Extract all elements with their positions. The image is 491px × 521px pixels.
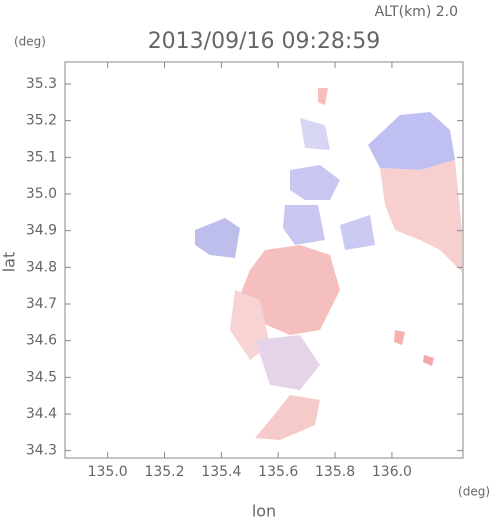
x-tick-label: 135.2: [144, 464, 184, 480]
echo-blue: [195, 218, 240, 258]
y-unit: (deg): [14, 35, 46, 49]
echo-red: [318, 88, 328, 105]
echo-blue: [290, 165, 340, 200]
y-tick-label: 34.9: [26, 223, 57, 239]
echo-blue: [340, 215, 375, 250]
x-tick-label: 135.0: [88, 464, 128, 480]
radar-echoes: [195, 88, 462, 440]
echo-red: [255, 395, 320, 440]
x-unit: (deg): [458, 485, 490, 499]
y-tick-label: 35.1: [26, 149, 57, 165]
plot-frame: [64, 61, 464, 459]
y-axis-label: lat: [0, 252, 19, 273]
x-tick-label: 136.0: [372, 464, 412, 480]
x-tick-label: 135.8: [315, 464, 355, 480]
x-tick-label: 135.4: [201, 464, 241, 480]
echo-blue: [368, 112, 455, 170]
echo-red: [240, 245, 340, 335]
altitude-label: ALT(km) 2.0: [375, 4, 458, 20]
chart-title: 2013/09/16 09:28:59: [148, 29, 381, 54]
y-tick-label: 34.5: [26, 369, 57, 385]
echo-red: [380, 160, 462, 272]
y-tick-label: 34.3: [26, 443, 57, 459]
y-tick-label: 35.2: [26, 113, 57, 129]
echo-blue: [300, 118, 330, 150]
y-tick-label: 34.7: [26, 296, 57, 312]
y-tick-label: 34.8: [26, 259, 57, 275]
y-tick-label: 35.3: [26, 76, 57, 92]
x-tick-label: 135.6: [258, 464, 298, 480]
echo-blue: [283, 205, 325, 245]
y-tick-label: 34.4: [26, 406, 57, 422]
y-tick-label: 34.6: [26, 333, 57, 349]
y-tick-label: 35.0: [26, 186, 57, 202]
echo-mixed: [255, 335, 320, 390]
x-axis-label: lon: [252, 502, 276, 521]
echo-red: [394, 330, 405, 345]
echo-red: [423, 355, 434, 366]
